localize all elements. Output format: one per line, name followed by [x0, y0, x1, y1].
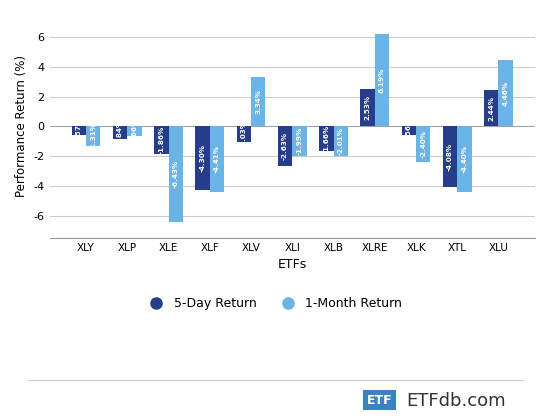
Bar: [402, 126, 416, 135]
Text: ETF: ETF: [367, 394, 392, 407]
Bar: [360, 89, 375, 126]
Text: -0.66%: -0.66%: [131, 117, 138, 145]
Bar: [457, 126, 472, 192]
Text: -6.43%: -6.43%: [173, 160, 179, 188]
Bar: [210, 126, 224, 192]
Text: -4.40%: -4.40%: [461, 145, 468, 173]
Bar: [443, 126, 457, 187]
Bar: [416, 126, 431, 162]
Bar: [319, 126, 333, 151]
Text: -1.66%: -1.66%: [323, 125, 329, 153]
Text: -4.08%: -4.08%: [447, 143, 453, 171]
Bar: [72, 126, 86, 135]
Text: -2.40%: -2.40%: [420, 130, 426, 158]
Bar: [113, 126, 127, 139]
Text: -1.03%: -1.03%: [241, 120, 247, 148]
Bar: [195, 126, 210, 190]
Bar: [484, 90, 498, 126]
Bar: [168, 126, 183, 222]
Bar: [86, 126, 101, 146]
Bar: [127, 126, 142, 136]
Bar: [292, 126, 307, 156]
Bar: [498, 60, 513, 126]
Text: -0.56%: -0.56%: [406, 116, 412, 145]
Text: -1.31%: -1.31%: [90, 122, 96, 150]
Legend: 5-Day Return, 1-Month Return: 5-Day Return, 1-Month Return: [138, 291, 408, 316]
Bar: [251, 77, 266, 126]
Y-axis label: Performance Return (%): Performance Return (%): [15, 55, 28, 197]
Text: 2.44%: 2.44%: [488, 96, 494, 121]
Text: -4.30%: -4.30%: [200, 144, 206, 173]
Text: 4.46%: 4.46%: [503, 81, 509, 106]
Text: -2.01%: -2.01%: [338, 127, 344, 155]
Text: -2.63%: -2.63%: [282, 132, 288, 160]
Text: -0.84%: -0.84%: [117, 119, 123, 147]
Text: -4.41%: -4.41%: [214, 145, 220, 173]
Text: ETFdb.com: ETFdb.com: [406, 391, 506, 409]
Text: -0.57%: -0.57%: [76, 117, 82, 145]
Bar: [278, 126, 292, 165]
X-axis label: ETFs: ETFs: [278, 258, 307, 271]
Text: 3.34%: 3.34%: [255, 89, 261, 114]
Text: 6.19%: 6.19%: [379, 68, 385, 93]
Text: -1.99%: -1.99%: [296, 127, 303, 155]
Bar: [154, 126, 168, 154]
Bar: [375, 34, 389, 126]
Bar: [333, 126, 348, 156]
Text: 2.53%: 2.53%: [365, 95, 371, 120]
Text: -1.86%: -1.86%: [158, 126, 164, 155]
Bar: [236, 126, 251, 142]
